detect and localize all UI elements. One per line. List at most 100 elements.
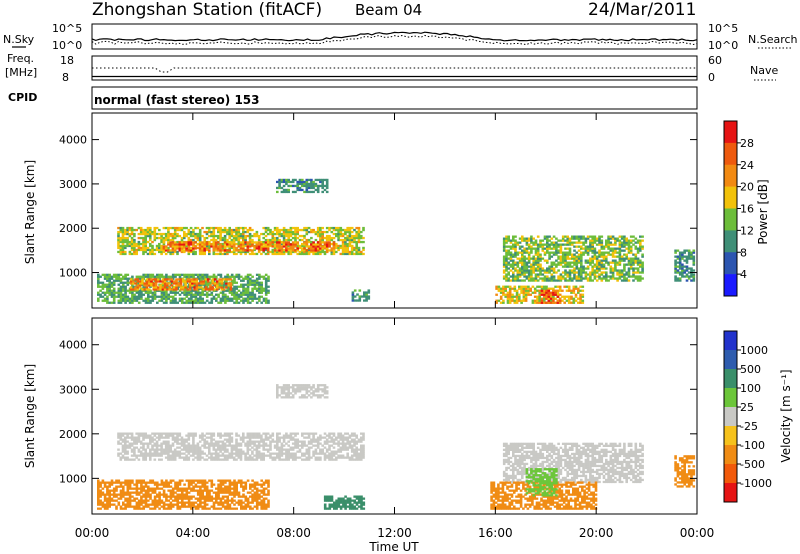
data-cell-velocity-r0: [124, 442, 127, 445]
data-cell-power-r6: [625, 277, 628, 280]
data-cell-power-r1: [167, 243, 170, 246]
data-cell-power-r2: [174, 293, 177, 296]
data-cell-power-r2: [142, 293, 145, 296]
data-cell-velocity-r0: [196, 456, 200, 459]
data-cell-power-r6: [539, 257, 542, 260]
data-cell-velocity-r0: [291, 452, 295, 455]
data-cell-power-r6: [530, 263, 533, 266]
data-cell-velocity-r0: [160, 434, 163, 437]
data-cell-power-r7: [515, 295, 519, 298]
data-cell-power-r1: [264, 243, 268, 246]
data-cell-power-r6: [623, 269, 626, 272]
data-cell-velocity-r2: [97, 487, 100, 490]
data-cell-velocity-r0: [244, 458, 247, 461]
data-cell-power-r6: [609, 235, 613, 238]
data-cell-velocity-r0: [319, 450, 322, 453]
data-cell-velocity-r1: [294, 388, 297, 391]
data-cell-power-r6: [589, 271, 592, 274]
data-cell-power-r0: [160, 248, 163, 252]
data-cell-power-r4: [305, 186, 309, 190]
power-colorbar-label-2: 12: [740, 224, 754, 237]
data-cell-power-r2: [228, 297, 232, 300]
data-cell-power-r0: [271, 248, 275, 252]
data-cell-power-r0: [149, 226, 152, 230]
data-cell-power-r2: [126, 295, 130, 298]
data-cell-velocity-r0: [246, 456, 250, 459]
data-cell-power-r1: [212, 241, 216, 244]
data-cell-power-r6: [629, 265, 633, 268]
data-cell-power-r7: [508, 293, 512, 296]
data-cell-power-r6: [589, 279, 592, 282]
data-cell-power-r0: [262, 240, 265, 244]
data-cell-velocity-r0: [144, 456, 147, 459]
data-cell-velocity-r1: [325, 390, 329, 393]
data-cell-power-r2: [149, 273, 152, 276]
data-cell-power-r2: [112, 273, 116, 276]
data-cell-velocity-r0: [353, 448, 356, 451]
data-cell-velocity-r0: [139, 432, 143, 435]
data-cell-velocity-r0: [360, 454, 363, 457]
data-cell-velocity-r0: [158, 434, 161, 437]
data-cell-power-r0: [316, 252, 320, 256]
data-cell-power-r6: [518, 241, 522, 244]
data-cell-velocity-r2: [97, 483, 100, 486]
data-cell-power-r0: [162, 250, 166, 254]
data-cell-power-r0: [276, 246, 279, 250]
data-cell-power-r2: [205, 291, 209, 294]
data-cell-velocity-r0: [316, 452, 320, 455]
data-cell-power-r0: [298, 250, 302, 254]
data-cell-velocity-r0: [124, 438, 127, 441]
data-cell-velocity-r1: [296, 390, 299, 393]
data-cell-power-r6: [566, 275, 569, 278]
data-cell-power-r2: [147, 297, 150, 300]
data-cell-power-r6: [639, 243, 642, 246]
data-cell-velocity-r0: [341, 438, 345, 441]
data-cell-power-r6: [636, 263, 640, 266]
data-cell-power-r2: [119, 293, 123, 296]
data-cell-power-r4: [301, 182, 304, 186]
data-cell-power-r0: [221, 252, 225, 256]
data-cell-power-r0: [239, 250, 243, 254]
data-cell-velocity-r0: [307, 446, 311, 449]
data-cell-velocity-r0: [171, 452, 175, 455]
data-cell-power-r9: [692, 259, 696, 262]
data-cell-power-r6: [620, 241, 624, 244]
data-cell-power-r2: [251, 275, 254, 278]
data-cell-velocity-r0: [192, 436, 195, 439]
data-cell-power-r1: [230, 245, 234, 248]
data-cell-power-r0: [196, 234, 200, 238]
data-cell-power-r5: [358, 297, 362, 300]
data-cell-power-r0: [323, 236, 327, 240]
data-cell-power-r6: [532, 241, 535, 244]
data-cell-power-r2: [153, 275, 157, 278]
data-cell-power-r3: [161, 278, 165, 281]
data-cell-velocity-r0: [255, 458, 259, 461]
data-cell-power-r9: [676, 279, 680, 282]
data-cell-velocity-r2: [99, 491, 102, 494]
data-cell-power-r6: [527, 259, 531, 262]
data-cell-power-r0: [126, 242, 129, 246]
data-cell-power-r3: [179, 286, 183, 289]
data-cell-power-r0: [208, 234, 211, 238]
data-cell-velocity-r0: [126, 458, 129, 461]
data-cell-power-r6: [600, 253, 604, 256]
cpid-text: normal (fast stereo) 153: [94, 93, 260, 107]
data-cell-power-r3: [182, 286, 185, 289]
data-cell-power-r6: [559, 279, 563, 282]
data-cell-velocity-r0: [135, 454, 138, 457]
data-cell-power-r7: [579, 297, 582, 300]
data-cell-power-r0: [242, 236, 245, 240]
data-cell-power-r9: [692, 251, 696, 254]
data-cell-velocity-r0: [350, 454, 354, 457]
data-cell-velocity-r0: [294, 452, 297, 455]
data-cell-power-r0: [137, 240, 141, 244]
data-cell-power-r6: [564, 257, 567, 260]
data-cell-power-r1: [176, 245, 179, 248]
data-cell-power-r6: [625, 243, 628, 246]
data-cell-power-r0: [121, 244, 125, 248]
data-cell-power-r1: [173, 245, 177, 248]
data-cell-power-r2: [226, 287, 229, 290]
data-cell-velocity-r0: [137, 436, 141, 439]
data-cell-power-r7: [506, 297, 510, 300]
data-cell-power-r0: [332, 252, 336, 256]
